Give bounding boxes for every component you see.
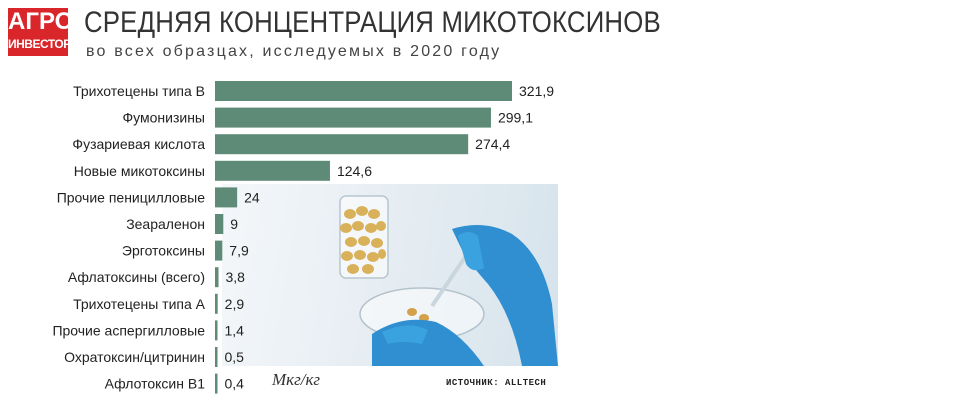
bar <box>215 293 218 314</box>
value-label: 299,1 <box>498 110 533 126</box>
bar <box>215 267 219 288</box>
category-label: Трихотецены типа А <box>73 296 206 312</box>
unit-label: Мкг/кг <box>272 370 321 389</box>
value-label: 274,4 <box>475 136 510 152</box>
chart-subtitle: во всех образцах, исследуемых в 2020 год… <box>86 43 502 60</box>
bar <box>215 320 218 341</box>
logo-line-1: АГРО <box>8 8 74 35</box>
lab-photo-illustration <box>339 195 558 366</box>
bar <box>215 373 218 394</box>
bar <box>215 81 512 101</box>
category-label: Трихотецены типа В <box>73 83 205 99</box>
category-label: Прочие аспергилловые <box>52 322 205 338</box>
category-label: Фумонизины <box>123 110 205 126</box>
value-label: 2,9 <box>225 296 245 312</box>
category-label: Эрготоксины <box>122 243 205 259</box>
bar <box>215 214 224 234</box>
category-label: Афлатоксины (всего) <box>68 269 205 285</box>
value-label: 0,5 <box>225 349 245 365</box>
logo-line-2: ИНВЕСТОР <box>8 37 71 51</box>
category-label: Новые микотоксины <box>74 163 205 179</box>
bar <box>215 160 330 181</box>
value-label: 124,6 <box>337 163 372 179</box>
bar <box>215 240 223 261</box>
bar <box>215 187 238 208</box>
category-label: Охратоксин/цитринин <box>64 349 205 365</box>
chart-title: СРЕДНЯЯ КОНЦЕНТРАЦИЯ МИКОТОКСИНОВ <box>84 6 661 39</box>
category-label: Афлотоксин В1 <box>105 376 206 392</box>
value-label: 3,8 <box>226 269 246 285</box>
bar <box>215 107 491 128</box>
value-label: 24 <box>244 189 260 205</box>
lab-photo <box>222 184 558 366</box>
source-label: ИСТОЧНИК: ALLTECH <box>446 378 547 388</box>
category-label: Прочие пенициллoвые <box>57 189 205 205</box>
value-label: 9 <box>230 216 238 232</box>
agroinvestor-logo: АГРО ИНВЕСТОР <box>8 8 74 56</box>
bar <box>215 347 218 367</box>
category-label: Фузариевая кислота <box>72 136 205 152</box>
bar <box>215 134 469 155</box>
category-label: Зеараленон <box>126 216 205 232</box>
value-label: 0,4 <box>225 376 245 392</box>
value-label: 1,4 <box>225 322 245 338</box>
value-label: 321,9 <box>519 83 554 99</box>
value-label: 7,9 <box>229 243 249 259</box>
